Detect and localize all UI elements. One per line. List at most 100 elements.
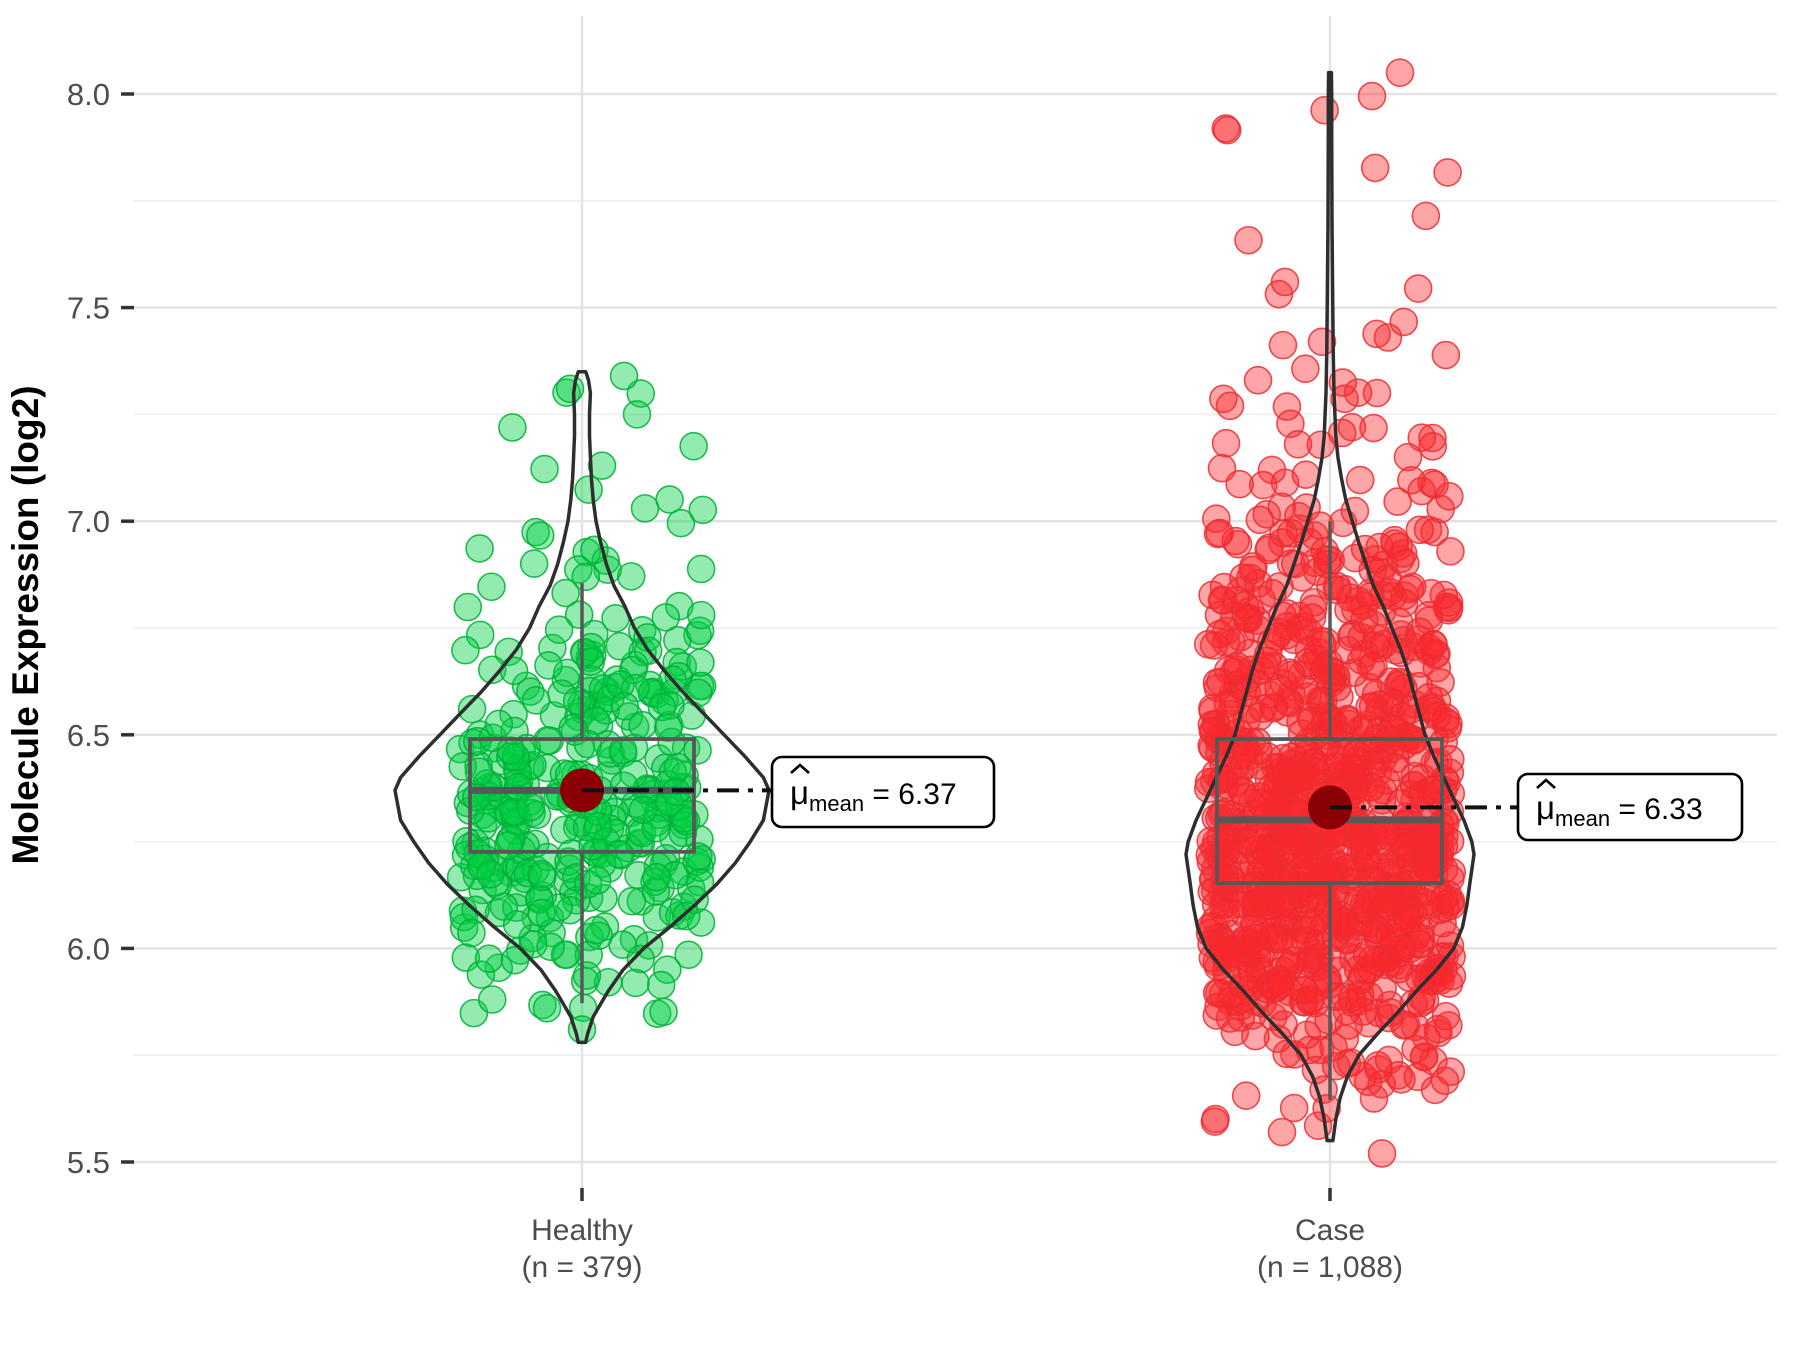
data-point bbox=[1431, 1001, 1461, 1031]
data-point bbox=[1229, 971, 1259, 1001]
data-point bbox=[1389, 588, 1419, 618]
data-point bbox=[1250, 921, 1279, 951]
data-point bbox=[1426, 494, 1455, 524]
data-point bbox=[628, 795, 658, 825]
data-point bbox=[1359, 413, 1388, 443]
data-point bbox=[1386, 934, 1416, 963]
data-point bbox=[1239, 552, 1268, 581]
data-point bbox=[1211, 114, 1241, 143]
data-point bbox=[451, 635, 480, 665]
data-point bbox=[1231, 925, 1261, 954]
data-point bbox=[1416, 776, 1445, 805]
data-point bbox=[1275, 658, 1304, 687]
data-point bbox=[498, 413, 527, 442]
data-point bbox=[1429, 884, 1459, 914]
data-point bbox=[502, 910, 532, 939]
data-point bbox=[674, 940, 703, 970]
data-point bbox=[1417, 468, 1446, 498]
data-point bbox=[1400, 1012, 1430, 1042]
data-point bbox=[1245, 505, 1275, 535]
data-point bbox=[1371, 888, 1401, 918]
data-point-outlier bbox=[1270, 267, 1300, 297]
data-point-outlier bbox=[532, 993, 562, 1023]
data-point bbox=[1257, 773, 1286, 802]
data-point bbox=[583, 811, 613, 841]
group-case: μmean = 6.33 bbox=[1184, 58, 1744, 1168]
data-point-outlier bbox=[1243, 365, 1273, 395]
data-point bbox=[1363, 1051, 1393, 1080]
data-point bbox=[683, 678, 713, 708]
data-point bbox=[1304, 1012, 1334, 1041]
data-point bbox=[1238, 823, 1268, 853]
data-point bbox=[621, 968, 650, 998]
mu-hat-mark bbox=[1536, 778, 1556, 789]
data-point bbox=[1300, 753, 1329, 782]
group-healthy: μmean = 6.37 bbox=[393, 361, 996, 1045]
y-tick-label: 6.5 bbox=[67, 718, 110, 753]
data-point bbox=[1211, 628, 1241, 657]
data-point bbox=[534, 651, 563, 680]
data-point-outlier bbox=[1362, 378, 1392, 408]
data-point bbox=[663, 752, 693, 782]
data-point bbox=[457, 918, 486, 948]
data-point bbox=[1269, 519, 1298, 548]
data-point bbox=[1386, 669, 1416, 698]
data-point bbox=[626, 944, 656, 974]
data-point bbox=[1405, 515, 1435, 545]
data-point bbox=[1414, 600, 1443, 630]
data-point bbox=[686, 600, 716, 630]
data-point bbox=[1201, 1104, 1230, 1134]
data-point bbox=[656, 691, 685, 720]
jitter-points-healthy bbox=[445, 361, 718, 1044]
data-point bbox=[1277, 826, 1307, 856]
data-point bbox=[1272, 758, 1301, 787]
data-point bbox=[1330, 384, 1359, 414]
data-point bbox=[1321, 752, 1351, 782]
data-point bbox=[642, 903, 672, 932]
data-point bbox=[1225, 469, 1254, 499]
data-point bbox=[551, 578, 580, 608]
data-point bbox=[1288, 975, 1318, 1005]
data-point bbox=[686, 554, 716, 584]
y-axis-title: Molecule Expression (log2) bbox=[5, 385, 46, 864]
data-point bbox=[1206, 824, 1236, 854]
data-point-outlier bbox=[1337, 412, 1367, 442]
data-point bbox=[474, 944, 504, 974]
data-point bbox=[1401, 1034, 1430, 1064]
data-point bbox=[1309, 913, 1338, 943]
data-point bbox=[1251, 844, 1281, 874]
data-point bbox=[1430, 1066, 1460, 1096]
data-point bbox=[610, 691, 640, 721]
data-point bbox=[1434, 1011, 1463, 1040]
data-point bbox=[525, 521, 555, 550]
data-point bbox=[530, 454, 559, 484]
y-tick-label: 6.0 bbox=[67, 931, 110, 966]
data-point bbox=[562, 686, 592, 716]
data-point bbox=[499, 699, 528, 729]
data-point bbox=[605, 631, 635, 661]
data-point bbox=[646, 970, 676, 1000]
data-point bbox=[685, 867, 715, 897]
data-point bbox=[1241, 1021, 1270, 1051]
data-point bbox=[1422, 701, 1452, 730]
data-point-outlier bbox=[622, 400, 652, 429]
data-point bbox=[1333, 635, 1363, 665]
data-point bbox=[1373, 872, 1402, 901]
mean-annotation-box-case bbox=[1516, 772, 1744, 842]
data-point bbox=[1268, 330, 1298, 360]
data-point bbox=[511, 671, 541, 701]
data-point bbox=[484, 709, 514, 739]
data-point bbox=[1353, 1067, 1383, 1097]
data-point bbox=[1234, 742, 1264, 771]
data-point bbox=[626, 379, 656, 408]
data-point bbox=[1248, 470, 1278, 500]
data-point bbox=[465, 620, 495, 650]
data-point bbox=[1360, 153, 1390, 183]
data-point-outlier bbox=[1267, 1117, 1297, 1147]
data-point bbox=[500, 945, 530, 975]
data-point bbox=[1237, 954, 1266, 984]
data-point bbox=[1431, 893, 1460, 923]
data-point bbox=[538, 633, 567, 663]
